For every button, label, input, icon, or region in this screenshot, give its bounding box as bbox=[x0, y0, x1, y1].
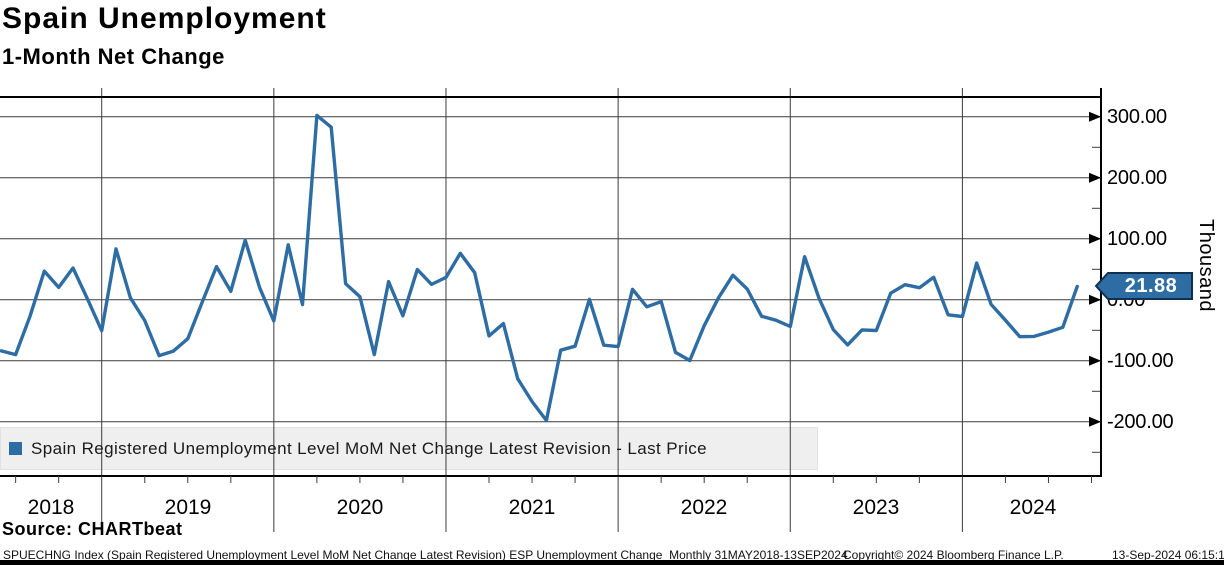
footer-description: SPUECHNG Index (Spain Registered Unemplo… bbox=[3, 548, 848, 562]
year-label-2024: 2024 bbox=[1009, 496, 1057, 519]
year-label-2019: 2019 bbox=[164, 496, 212, 519]
last-price-value: 21.88 bbox=[1124, 275, 1178, 297]
legend-swatch-icon bbox=[9, 442, 22, 455]
year-label-2022: 2022 bbox=[680, 496, 728, 519]
y-tick-label-neg100: -100.00 bbox=[1107, 350, 1174, 372]
y-tick-label-300: 300.00 bbox=[1107, 106, 1167, 128]
year-label-2020: 2020 bbox=[336, 496, 384, 519]
year-label-2018: 2018 bbox=[27, 496, 75, 519]
y-tick-label-100: 100.00 bbox=[1107, 228, 1167, 250]
y-axis-unit-label: Thousand bbox=[1195, 219, 1217, 312]
chart-plot-area[interactable] bbox=[0, 88, 1103, 534]
y-tick-label-neg200: -200.00 bbox=[1107, 411, 1174, 433]
source-label: Source: CHARTbeat bbox=[2, 519, 183, 539]
legend-label: Spain Registered Unemployment Level MoM … bbox=[31, 438, 708, 458]
page-title: Spain Unemployment bbox=[2, 2, 327, 35]
last-price-badge-shape bbox=[1094, 272, 1193, 300]
legend-band bbox=[0, 427, 818, 470]
year-label-2023: 2023 bbox=[852, 496, 900, 519]
footer-timestamp: 13-Sep-2024 06:15:11 bbox=[1112, 548, 1224, 562]
legend-item[interactable]: Spain Registered Unemployment Level MoM … bbox=[9, 427, 707, 470]
page-subtitle: 1-Month Net Change bbox=[2, 44, 225, 69]
last-price-badge[interactable]: 21.88 bbox=[1094, 271, 1194, 301]
footer-copyright: Copyright© 2024 Bloomberg Finance L.P. bbox=[843, 548, 1064, 562]
y-tick-label-200: 200.00 bbox=[1107, 167, 1167, 189]
bottom-divider bbox=[0, 560, 1224, 565]
year-label-2021: 2021 bbox=[508, 496, 556, 519]
